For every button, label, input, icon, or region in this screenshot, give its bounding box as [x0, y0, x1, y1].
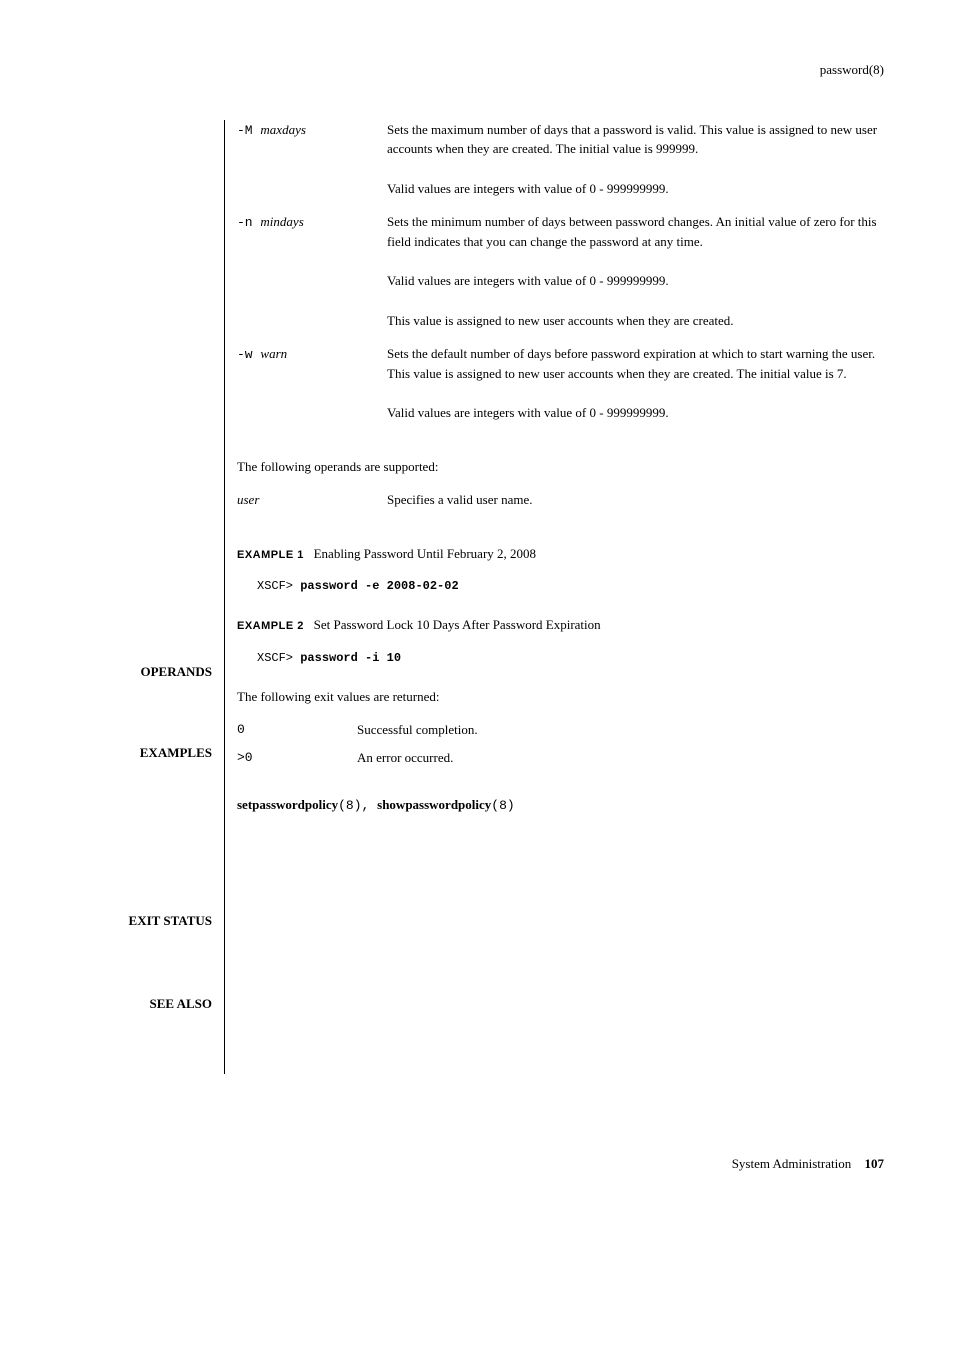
- example-title: Enabling Password Until February 2, 2008: [314, 546, 536, 561]
- option-arg: warn: [260, 346, 287, 361]
- exit-row: >0 An error occurred.: [237, 748, 884, 768]
- examples-block: EXAMPLE 1 Enabling Password Until Februa…: [237, 544, 884, 667]
- code-prompt: XSCF>: [257, 651, 293, 665]
- seealso-block: setpasswordpolicy(8), showpasswordpolicy…: [237, 795, 884, 816]
- exit-code: 0: [237, 720, 357, 740]
- option-row: -M maxdays Sets the maximum number of da…: [237, 120, 884, 199]
- option-arg: maxdays: [260, 122, 306, 137]
- spacer: [70, 681, 212, 743]
- seealso-section: (8): [491, 798, 514, 813]
- spacer: [70, 120, 212, 662]
- example-heading: EXAMPLE 1 Enabling Password Until Februa…: [237, 544, 884, 564]
- example-title: Set Password Lock 10 Days After Password…: [314, 617, 601, 632]
- left-column: OPERANDS EXAMPLES EXIT STATUS SEE ALSO: [70, 120, 225, 1074]
- option-para: Valid values are integers with value of …: [387, 179, 884, 199]
- seealso-cmd: showpasswordpolicy: [377, 797, 491, 812]
- page-body: OPERANDS EXAMPLES EXIT STATUS SEE ALSO -…: [70, 120, 884, 1074]
- seealso-cmd: setpasswordpolicy: [237, 797, 338, 812]
- section-label-exit: EXIT STATUS: [70, 911, 212, 931]
- section-label-examples: EXAMPLES: [70, 743, 212, 763]
- exit-desc: An error occurred.: [357, 748, 884, 768]
- section-label-operands: OPERANDS: [70, 662, 212, 682]
- exit-desc: Successful completion.: [357, 720, 884, 740]
- option-para: Sets the maximum number of days that a p…: [387, 120, 884, 159]
- page-footer: System Administration 107: [70, 1154, 884, 1174]
- exit-code: >0: [237, 748, 357, 768]
- option-para: Sets the minimum number of days between …: [387, 212, 884, 251]
- operand-row: user Specifies a valid user name.: [237, 490, 884, 510]
- right-column: -M maxdays Sets the maximum number of da…: [225, 120, 884, 1074]
- seealso-sep: ,: [362, 798, 378, 813]
- code-block: XSCF> password -e 2008-02-02: [257, 577, 884, 595]
- exit-intro: The following exit values are returned:: [237, 687, 884, 707]
- option-flag: -M: [237, 123, 253, 138]
- operand-desc: Specifies a valid user name.: [387, 490, 884, 510]
- example-heading: EXAMPLE 2 Set Password Lock 10 Days Afte…: [237, 615, 884, 635]
- spacer: [70, 930, 212, 994]
- code-command: password -e 2008-02-02: [300, 579, 458, 593]
- operands-block: The following operands are supported: us…: [237, 457, 884, 510]
- exit-row: 0 Successful completion.: [237, 720, 884, 740]
- code-command: password -i 10: [300, 651, 401, 665]
- footer-pagenum: 107: [865, 1156, 885, 1171]
- option-term: -w warn: [237, 344, 387, 423]
- option-row: -w warn Sets the default number of days …: [237, 344, 884, 423]
- option-flag: -w: [237, 347, 253, 362]
- options-block: -M maxdays Sets the maximum number of da…: [237, 120, 884, 423]
- exit-block: The following exit values are returned: …: [237, 687, 884, 768]
- option-desc: Sets the maximum number of days that a p…: [387, 120, 884, 199]
- option-para: Valid values are integers with value of …: [387, 403, 884, 423]
- seealso-section: (8): [338, 798, 361, 813]
- option-flag: -n: [237, 215, 253, 230]
- operands-intro: The following operands are supported:: [237, 457, 884, 477]
- option-term: -M maxdays: [237, 120, 387, 199]
- spacer: [70, 763, 212, 911]
- code-block: XSCF> password -i 10: [257, 649, 884, 667]
- option-para: Sets the default number of days before p…: [387, 344, 884, 383]
- operand-term: user: [237, 490, 387, 510]
- page-header: password(8): [70, 60, 884, 80]
- code-prompt: XSCF>: [257, 579, 293, 593]
- spacer: [70, 1014, 212, 1074]
- option-para: Valid values are integers with value of …: [387, 271, 884, 291]
- example-label: EXAMPLE 2: [237, 620, 304, 632]
- option-term: -n mindays: [237, 212, 387, 330]
- footer-text: System Administration: [732, 1156, 852, 1171]
- option-desc: Sets the minimum number of days between …: [387, 212, 884, 330]
- section-label-seealso: SEE ALSO: [70, 994, 212, 1014]
- manpage-title: password(8): [820, 62, 884, 77]
- example-label: EXAMPLE 1: [237, 549, 304, 561]
- option-para: This value is assigned to new user accou…: [387, 311, 884, 331]
- option-arg: mindays: [260, 214, 303, 229]
- option-desc: Sets the default number of days before p…: [387, 344, 884, 423]
- option-row: -n mindays Sets the minimum number of da…: [237, 212, 884, 330]
